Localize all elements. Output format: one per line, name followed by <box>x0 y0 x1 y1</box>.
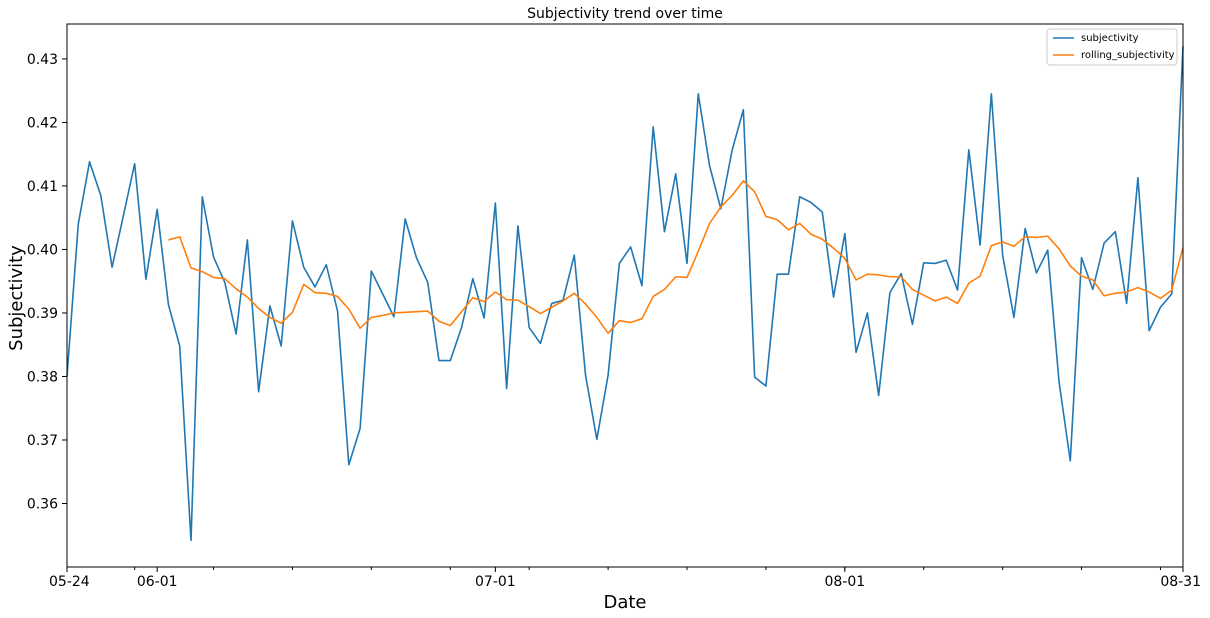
y-tick-label: 0.41 <box>27 179 58 195</box>
legend-label-subjectivity: subjectivity <box>1081 33 1139 44</box>
legend-label-rolling-subjectivity: rolling_subjectivity <box>1081 50 1175 61</box>
legend: subjectivity rolling_subjectivity <box>1046 28 1178 66</box>
y-tick-label: 0.37 <box>27 433 58 449</box>
y-tick-label: 0.42 <box>27 115 58 131</box>
series-line-rolling-subjectivity <box>168 180 1184 335</box>
chart-title: Subjectivity trend over time <box>527 6 723 22</box>
x-tick-label: 08-31 <box>1160 574 1201 590</box>
legend-box <box>1046 28 1178 66</box>
y-tick-label: 0.39 <box>27 306 58 322</box>
x-tick-label: 05-24 <box>49 574 90 590</box>
y-tick-label: 0.40 <box>27 242 58 258</box>
x-axis-ticks: 05-24 06-01 07-01 08-01 08-31 <box>49 567 1201 590</box>
y-tick-label: 0.36 <box>27 496 58 512</box>
series-layer <box>66 46 1184 542</box>
x-tick-label: 08-01 <box>824 574 865 590</box>
plot-frame <box>66 23 1184 568</box>
y-tick-label: 0.38 <box>27 369 58 385</box>
x-tick-label: 06-01 <box>137 574 178 590</box>
y-tick-label: 0.43 <box>27 52 58 68</box>
series-line-subjectivity <box>66 46 1184 542</box>
y-axis-ticks: 0.36 0.37 0.38 0.39 0.40 0.41 0.42 0.43 <box>27 52 67 512</box>
x-axis-label: Date <box>603 592 646 613</box>
y-axis-label: Subjectivity <box>6 245 27 351</box>
x-tick-label: 07-01 <box>475 574 516 590</box>
